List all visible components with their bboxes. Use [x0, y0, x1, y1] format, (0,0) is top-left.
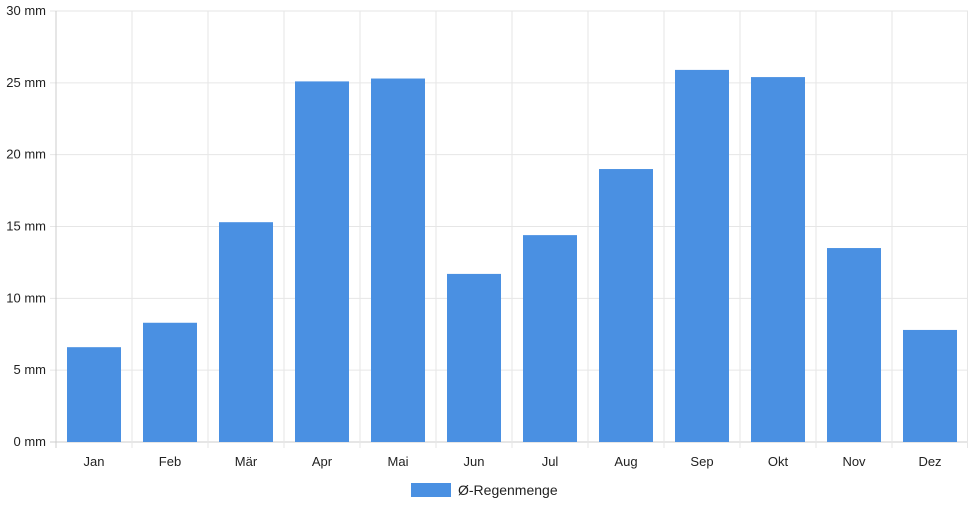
x-tick-label: Mai [388, 454, 409, 469]
y-tick-label: 30 mm [6, 3, 46, 18]
bar-mai[interactable] [371, 78, 425, 443]
y-tick-label: 0 mm [14, 434, 47, 449]
grid-lines [50, 10, 968, 448]
bars [67, 69, 957, 443]
x-tick-label: Mär [235, 454, 258, 469]
legend-swatch[interactable] [411, 483, 451, 497]
bar-sep[interactable] [675, 69, 729, 443]
legend[interactable]: Ø-Regenmenge [411, 482, 558, 498]
x-tick-label: Dez [918, 454, 941, 469]
bar-feb[interactable] [143, 322, 197, 442]
x-tick-label: Feb [159, 454, 181, 469]
bar-jul[interactable] [523, 235, 577, 442]
y-tick-label: 15 mm [6, 219, 46, 234]
x-tick-label: Sep [690, 454, 713, 469]
bar-nov[interactable] [827, 248, 881, 442]
x-tick-label: Nov [842, 454, 866, 469]
x-tick-label: Apr [312, 454, 333, 469]
y-axis-tick-labels: 0 mm 5 mm 10 mm 15 mm 20 mm 25 mm 30 mm [6, 3, 46, 449]
x-tick-label: Jun [464, 454, 485, 469]
x-tick-label: Aug [614, 454, 637, 469]
y-tick-label: 10 mm [6, 290, 46, 305]
bar-jun[interactable] [447, 273, 501, 442]
x-tick-label: Jul [542, 454, 559, 469]
x-axis-tick-labels: Jan Feb Mär Apr Mai Jun Jul Aug Sep Okt Nov Dez [84, 454, 942, 469]
bar-apr[interactable] [295, 81, 349, 442]
y-tick-label: 25 mm [6, 75, 46, 90]
x-tick-label: Okt [768, 454, 789, 469]
bar-dez[interactable] [903, 329, 957, 442]
y-tick-label: 20 mm [6, 147, 46, 162]
bar-okt[interactable] [751, 77, 805, 442]
x-tick-label: Jan [84, 454, 105, 469]
y-tick-label: 5 mm [14, 362, 47, 377]
bar-aug[interactable] [599, 169, 653, 443]
bar-mär[interactable] [219, 222, 273, 442]
legend-label[interactable]: Ø-Regenmenge [458, 482, 558, 498]
bar-jan[interactable] [67, 347, 121, 442]
